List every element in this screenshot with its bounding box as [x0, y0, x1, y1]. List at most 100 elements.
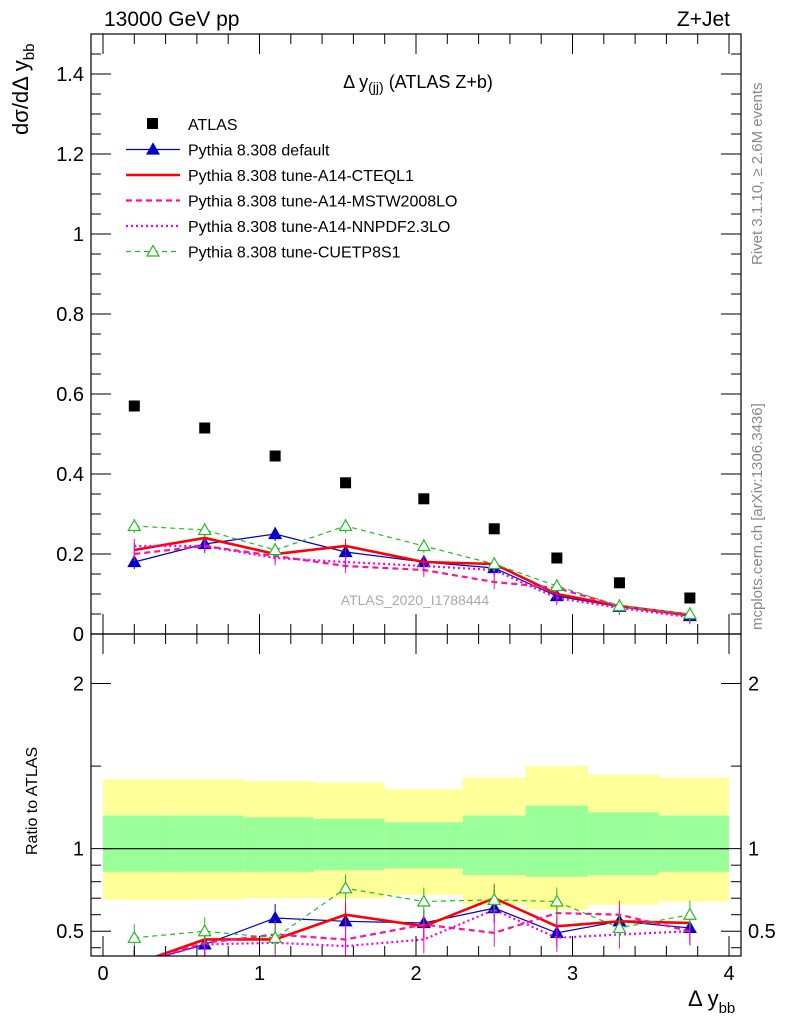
data-point — [340, 477, 352, 489]
triangle-marker — [487, 556, 502, 570]
rivet-label: Rivet 3.1.10, ≥ 2.6M events — [749, 83, 766, 266]
series-pythia-8-308-tune-cuetp8s1 — [127, 518, 697, 621]
ratio-triangle — [197, 924, 212, 937]
legend-entry-pythia-8-308-tune-cuetp8s1: Pythia 8.308 tune-CUETP8S1 — [126, 244, 401, 262]
ratio-y-tick-label-right: 2 — [748, 674, 759, 696]
data-point — [418, 493, 430, 505]
data-point — [684, 592, 696, 604]
y-tick-label: 0.8 — [56, 304, 84, 326]
triangle-marker — [197, 522, 212, 536]
inner-band — [243, 817, 315, 872]
ratio-line — [153, 896, 690, 956]
data-point — [488, 523, 500, 535]
legend-label: Pythia 8.308 tune-CUETP8S1 — [188, 245, 401, 262]
x-tick-label: 3 — [567, 963, 578, 985]
x-tick-label: 4 — [723, 963, 734, 985]
inner-band — [462, 815, 526, 876]
legend: ATLAS Pythia 8.308 default Pythia 8.308 tu… — [126, 117, 457, 262]
legend-label: Pythia 8.308 default — [188, 143, 330, 160]
ratio-triangle — [338, 881, 353, 894]
x-tick-label: 2 — [410, 963, 421, 985]
series-pythia-8-308-tune-a14-mstw2008lo — [133, 539, 691, 623]
uncertainty-bands — [103, 766, 729, 910]
y-tick-label: 0.4 — [56, 464, 84, 486]
legend-entry-atlas: ATLAS — [147, 117, 238, 134]
inner-band — [314, 818, 385, 871]
main-axis-ticks: 0 0.2 0.4 0.6 0.8 1 1.2 1.4 — [56, 34, 741, 646]
legend-entry-pythia-8-308-default: Pythia 8.308 default — [126, 142, 330, 160]
ratio-panel: 0.5 0.5 1 1 2 2 0 1 2 3 4 Ratio to ATLAS Δ ybb — [24, 633, 776, 1017]
legend-label: ATLAS — [188, 117, 238, 134]
legend-label: Pythia 8.308 tune-A14-CTEQL1 — [188, 168, 414, 185]
mcplots-label: mcplots.cern.ch [arXiv:1306.3436] — [749, 403, 766, 630]
ratio-triangle — [128, 958, 140, 969]
ratio-y-tick-label: 1 — [73, 839, 84, 861]
y-tick-label: 0 — [73, 624, 84, 646]
watermark: ATLAS_2020_I1788444 — [341, 592, 490, 608]
ratio-xlabel: Δ ybb — [688, 986, 735, 1017]
triangle-marker — [612, 598, 627, 612]
ratio-y-tick-label: 2 — [73, 674, 84, 696]
inner-band — [588, 812, 659, 876]
ratio-y-tick-label-right: 0.5 — [748, 921, 776, 943]
y-tick-label: 0.6 — [56, 384, 84, 406]
legend-label: Pythia 8.308 tune-A14-MSTW2008LO — [188, 194, 457, 211]
x-tick-label: 1 — [254, 963, 265, 985]
main-ylabel: dσ/dΔ ybb — [8, 44, 38, 135]
legend-triangle — [145, 244, 161, 257]
triangle-marker — [268, 542, 283, 556]
ratio-triangle — [682, 907, 697, 920]
data-point — [128, 400, 140, 412]
ratio-triangle — [487, 892, 502, 905]
triangle-marker — [338, 518, 353, 532]
legend-entry-pythia-8-308-tune-a14-nnpdf2-3lo: Pythia 8.308 tune-A14-NNPDF2.3LO — [126, 219, 450, 236]
ratio-triangle — [612, 920, 627, 934]
ratio-y-tick-label-right: 1 — [748, 839, 759, 861]
inner-band — [658, 815, 729, 872]
main-plot-content — [127, 400, 697, 625]
series-pythia-8-308-tune-a14-cteql1 — [133, 531, 691, 622]
header-process: Z+Jet — [677, 8, 730, 31]
inner-band — [103, 815, 174, 872]
ratio-y-tick-label: 0.5 — [56, 921, 84, 943]
legend-triangle — [145, 142, 161, 155]
series-pythia-8-308-default — [127, 526, 697, 623]
triangle-marker — [549, 578, 564, 592]
data-point — [551, 552, 563, 564]
ratio-triangle — [416, 894, 431, 907]
ratio-series-pythia-8-308-tune-cuetp8s1 — [127, 874, 697, 952]
triangle-marker — [416, 538, 431, 552]
inner-band — [384, 822, 463, 869]
ratio-axis-ticks: 0.5 0.5 1 1 2 2 0 1 2 3 4 — [56, 634, 776, 985]
data-point — [613, 577, 625, 589]
legend-entry-pythia-8-308-tune-a14-cteql1: Pythia 8.308 tune-A14-CTEQL1 — [126, 168, 414, 185]
header-energy: 13000 GeV pp — [104, 8, 239, 31]
triangle-marker — [268, 526, 283, 540]
ratio-line — [159, 908, 690, 956]
y-tick-label: 0.2 — [56, 544, 84, 566]
triangle-marker — [127, 554, 142, 568]
data-point — [199, 422, 211, 434]
ratio-triangle — [268, 930, 283, 943]
ratio-plot-content — [103, 766, 729, 969]
legend-marker — [147, 118, 158, 129]
series-atlas — [128, 400, 696, 604]
y-tick-label: 1 — [73, 224, 84, 246]
ratio-ylabel: Ratio to ATLAS — [24, 747, 41, 855]
ratio-triangle — [549, 894, 564, 907]
ratio-series — [127, 874, 697, 969]
inner-band — [173, 815, 244, 872]
ratio-triangle — [127, 930, 142, 943]
triangle-marker — [682, 606, 697, 620]
x-tick-label: 0 — [97, 963, 108, 985]
legend-label: Pythia 8.308 tune-A14-NNPDF2.3LO — [188, 219, 450, 236]
legend-entry-pythia-8-308-tune-a14-mstw2008lo: Pythia 8.308 tune-A14-MSTW2008LO — [126, 194, 457, 211]
series-pythia-8-308-tune-a14-nnpdf2-3lo — [133, 539, 691, 625]
triangle-marker — [127, 518, 142, 532]
y-tick-label: 1.4 — [56, 64, 84, 86]
y-tick-label: 1.2 — [56, 144, 84, 166]
data-point — [269, 450, 281, 462]
inner-band — [525, 805, 589, 877]
main-panel: 0 0.2 0.4 0.6 0.8 1 1.2 1.4 dσ/dΔ ybb Δ y(jj) (… — [8, 33, 742, 646]
